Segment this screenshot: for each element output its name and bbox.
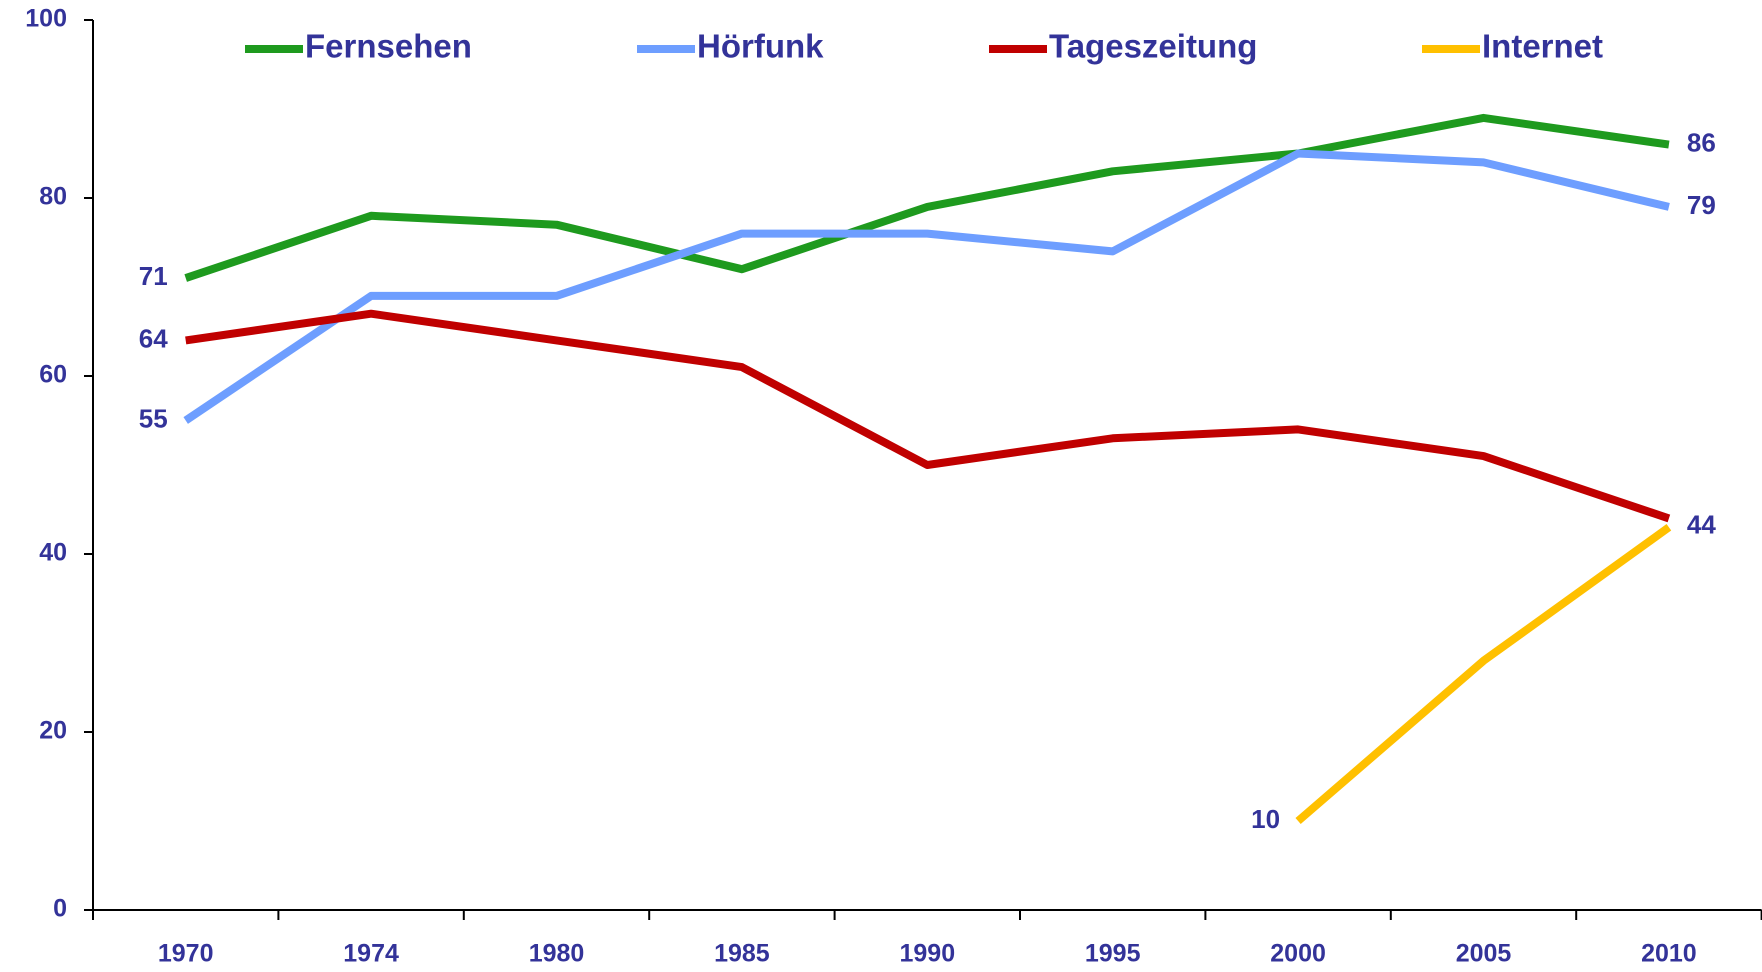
- x-tick-label: 2005: [1456, 940, 1512, 968]
- x-tick-label: 2010: [1641, 940, 1697, 968]
- series-line: [183, 149, 1670, 424]
- data-label: 79: [1687, 190, 1716, 220]
- x-tick-label: 1974: [343, 940, 399, 968]
- x-tick-label: 1995: [1085, 940, 1141, 968]
- data-label: 44: [1687, 509, 1716, 539]
- legend-label: Hörfunk: [697, 28, 824, 65]
- legend-label: Fernsehen: [305, 28, 472, 65]
- series-line: [184, 113, 1670, 282]
- y-tick-label: 20: [39, 717, 67, 745]
- x-tick-label: 2000: [1270, 940, 1326, 968]
- y-tick-label: 80: [39, 183, 67, 211]
- y-tick-label: 40: [39, 539, 67, 567]
- x-tick-label: 1980: [529, 940, 585, 968]
- data-label: 55: [139, 403, 168, 433]
- legend-label: Internet: [1482, 28, 1603, 65]
- y-tick-label: 100: [25, 5, 67, 33]
- x-tick-label: 1985: [714, 940, 770, 968]
- series-line: [1295, 524, 1672, 825]
- data-label: 64: [139, 323, 168, 353]
- x-tick-label: 1970: [158, 940, 214, 968]
- legend-label: Tageszeitung: [1049, 28, 1257, 65]
- y-tick-label: 0: [53, 895, 67, 923]
- x-tick-label: 1990: [899, 940, 955, 968]
- data-label: 71: [139, 261, 168, 291]
- y-tick-label: 60: [39, 361, 67, 389]
- data-label: 86: [1687, 127, 1716, 157]
- data-label: 10: [1251, 804, 1280, 834]
- series-line: [185, 309, 1671, 523]
